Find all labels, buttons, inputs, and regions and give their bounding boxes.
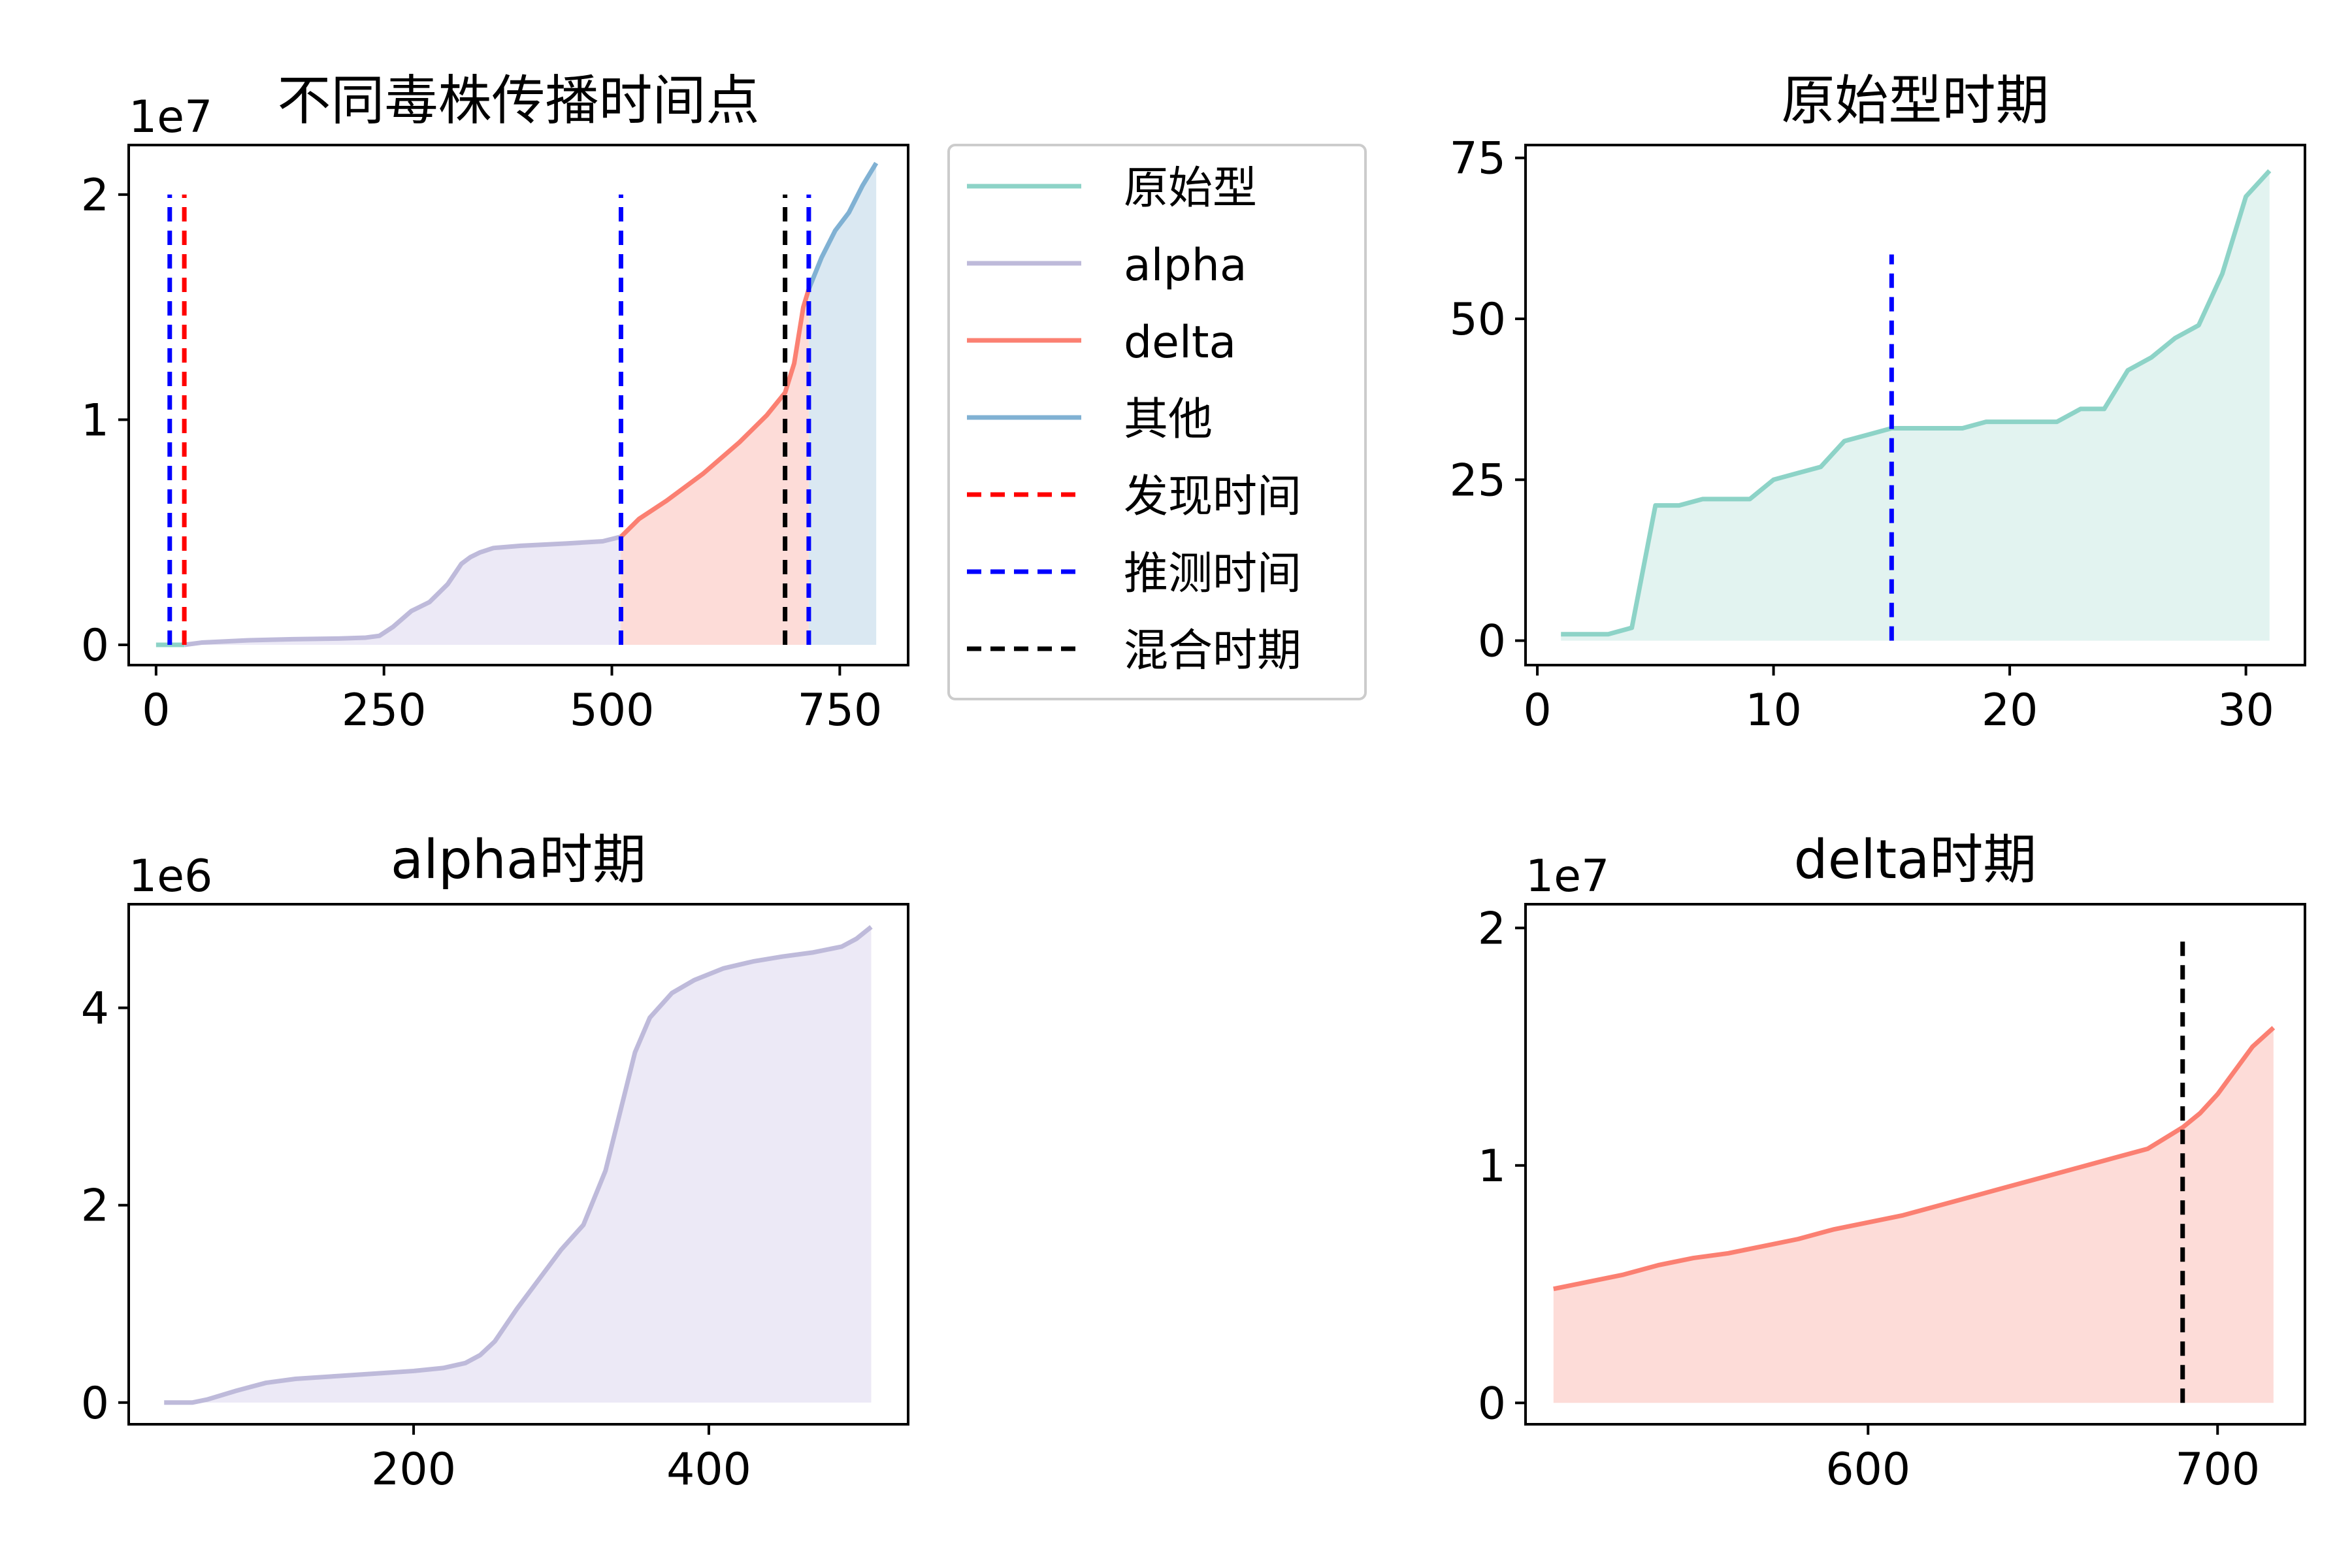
offset-label-alpha: 1e6 (129, 851, 212, 902)
series-line-overview-alpha (184, 534, 622, 647)
x-tick-label-original-2: 20 (1982, 685, 2038, 736)
offset-label-delta: 1e7 (1526, 851, 1609, 902)
x-tick-label-original-1: 10 (1745, 685, 1802, 736)
x-tick-label-overview-2: 500 (570, 685, 655, 736)
panel-title-alpha: alpha时期 (391, 829, 646, 891)
area-fill-original-original (1561, 171, 2270, 641)
area-fill-delta-delta (1553, 1028, 2274, 1403)
x-tick-label-alpha-1: 400 (666, 1444, 751, 1495)
series-line-original-original (1561, 169, 2272, 637)
x-tick-label-delta-0: 600 (1825, 1444, 1910, 1495)
y-tick-label-original-0: 0 (1478, 616, 1506, 668)
panel-overview: 0 250 500 750 0 1 2 1e7 不同毒株传播时间点 (81, 70, 909, 736)
x-tick-label-original-0: 0 (1523, 685, 1551, 736)
y-tick-label-delta-0: 0 (1478, 1378, 1506, 1429)
x-tick-label-alpha-0: 200 (371, 1444, 456, 1495)
panel-original: 0 10 20 30 0 25 50 75 原始型时期 (1449, 70, 2306, 736)
y-tick-label-alpha-0: 0 (81, 1378, 109, 1429)
x-tick-label-original-3: 30 (2217, 685, 2274, 736)
y-tick-label-original-1: 25 (1449, 455, 1506, 506)
y-tick-label-delta-1: 1 (1478, 1141, 1506, 1192)
x-tick-label-delta-1: 700 (2175, 1444, 2260, 1495)
series-line-overview-delta (619, 288, 811, 539)
panel-title-delta: delta时期 (1794, 829, 2037, 891)
area-fill-overview-delta (621, 289, 809, 645)
x-tick-label-overview-3: 750 (797, 685, 882, 736)
legend-frame (947, 144, 1367, 700)
y-tick-label-original-2: 50 (1449, 294, 1506, 346)
area-fill-overview-alpha (184, 536, 621, 645)
axes-frame-overview (127, 144, 909, 666)
panel-title-original: 原始型时期 (1781, 70, 2049, 132)
y-tick-label-overview-2: 2 (81, 170, 109, 221)
y-tick-label-overview-0: 0 (81, 620, 109, 672)
x-tick-label-overview-1: 250 (342, 685, 427, 736)
legend-label-0: 原始型 (1124, 163, 1257, 214)
legend-label-1: alpha (1124, 240, 1247, 291)
y-tick-label-alpha-1: 2 (81, 1181, 109, 1232)
legend-label-6: 混合时期 (1124, 625, 1301, 677)
y-tick-label-overview-1: 1 (81, 395, 109, 446)
panel-title-overview: 不同毒株传播时间点 (277, 70, 759, 132)
y-tick-label-delta-2: 2 (1478, 903, 1506, 955)
series-line-alpha-alpha (164, 925, 873, 1405)
area-fill-alpha-alpha (164, 926, 872, 1403)
legend-label-5: 推测时间 (1124, 548, 1301, 600)
series-line-overview-other (806, 161, 879, 290)
area-fill-overview-other (808, 163, 877, 645)
panel-delta: 600 700 0 1 2 1e7 delta时期 (1478, 829, 2306, 1495)
y-tick-label-alpha-2: 4 (81, 983, 109, 1035)
y-tick-label-original-3: 75 (1449, 133, 1506, 185)
axes-frame-original (1524, 144, 2306, 666)
offset-label-overview: 1e7 (129, 91, 212, 143)
legend-label-3: 其他 (1124, 394, 1213, 446)
axes-frame-alpha (127, 903, 909, 1426)
x-tick-label-overview-0: 0 (142, 685, 170, 736)
legend-label-2: delta (1124, 317, 1236, 368)
legend-label-4: 发现时间 (1124, 471, 1301, 523)
series-line-delta-delta (1553, 1026, 2276, 1292)
panel-alpha: 200 400 0 2 4 1e6 alpha时期 (81, 829, 909, 1495)
